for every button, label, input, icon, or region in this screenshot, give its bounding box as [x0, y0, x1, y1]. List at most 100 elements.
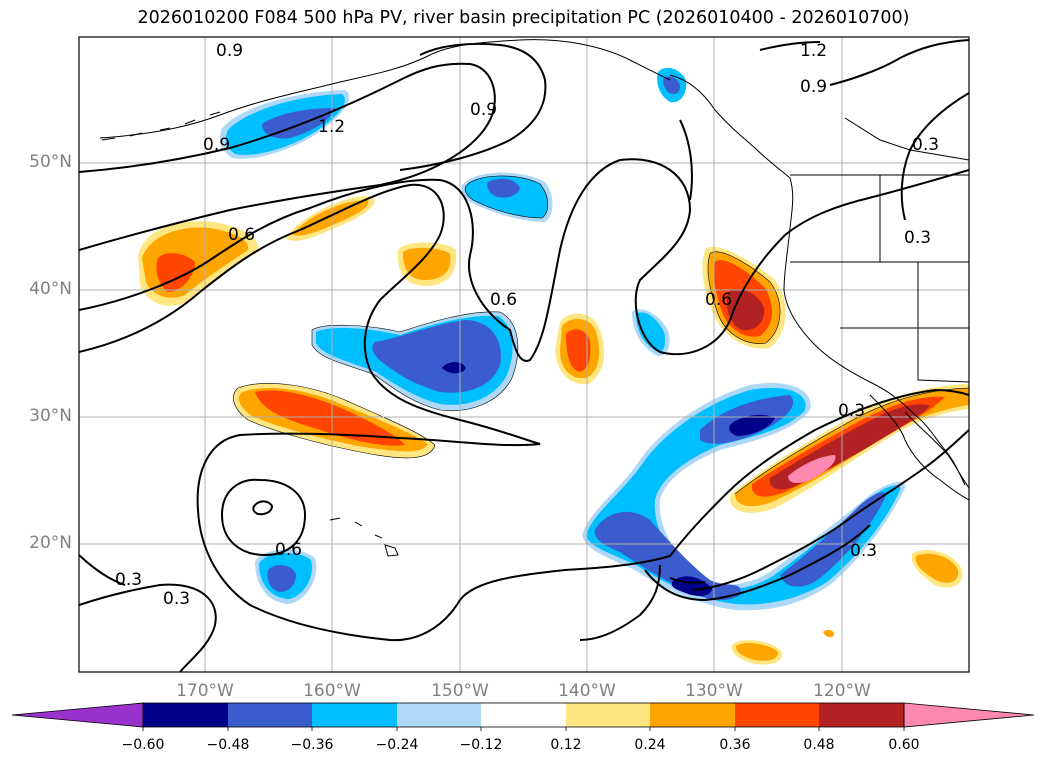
- warm-area-155w-inner: [403, 247, 451, 280]
- cool-area-south-mid3: [780, 492, 886, 587]
- colorbar-segment: [481, 703, 566, 727]
- baja-coast: [869, 394, 969, 501]
- map-title: 2026010200 F084 500 hPa PV, river basin …: [137, 8, 910, 28]
- colorbar-segment: [819, 703, 904, 727]
- gulf-california: [904, 411, 969, 489]
- colorbar-segment: [735, 703, 819, 727]
- colorbar-arrow-high: [903, 702, 1035, 728]
- lon-label: 160°W: [303, 681, 361, 701]
- contour-label: 0.9: [203, 135, 230, 155]
- contour-0.9-north: [79, 62, 496, 251]
- cool-anomaly-areas: [220, 67, 906, 611]
- contour-0.3-south: [79, 583, 217, 672]
- contour-label: 0.9: [470, 100, 497, 120]
- lat-label: 30°N: [29, 406, 72, 426]
- colorbar-segment: [312, 703, 397, 727]
- contour-label: 0.3: [115, 570, 142, 590]
- outline-145w: [464, 175, 549, 219]
- aleutian-islands: [101, 111, 221, 141]
- contour-north-1.2: [399, 42, 547, 171]
- contour-label: 0.6: [490, 290, 517, 310]
- lon-label: 170°W: [176, 681, 234, 701]
- colorbar-tick-label: 0.60: [888, 737, 920, 753]
- contour-label: 0.9: [216, 41, 243, 61]
- colorbar-tick-label: −0.36: [290, 737, 334, 753]
- contour-0.3-small: [669, 577, 706, 584]
- lat-label: 50°N: [29, 152, 72, 172]
- warm-area-30n-core: [255, 390, 405, 446]
- outline-central: [311, 311, 519, 412]
- colorbar-segment: [650, 703, 735, 727]
- us-state-line-1: [879, 175, 969, 263]
- contour-label: 0.3: [163, 589, 190, 609]
- contour-1.2-ne: [759, 41, 821, 51]
- contour-label-group: 0.9 0.9 1.2 0.9 1.2 0.9 0.3 0.6 0.6 0.6 …: [115, 41, 939, 609]
- coastlines: [99, 39, 969, 557]
- colorbar-tick-label: 0.24: [634, 737, 666, 753]
- colorbar-tick-label: −0.48: [206, 737, 250, 753]
- canada-province: [844, 117, 969, 161]
- colorbar-tick-label: 0.48: [803, 737, 835, 753]
- lon-label: 120°W: [813, 681, 871, 701]
- contour-label: 0.3: [912, 135, 939, 155]
- bc-coast: [669, 74, 966, 486]
- colorbar-tick-label: 0.36: [719, 737, 751, 753]
- cool-area-panhandle-core: [663, 76, 680, 94]
- contour-label: 0.6: [705, 290, 732, 310]
- contour-0.3-mid: [679, 119, 693, 201]
- lat-label: 20°N: [29, 533, 72, 553]
- contour-0.3-hawaii: [79, 554, 126, 586]
- contour-label: 0.3: [850, 541, 877, 561]
- contour-low-loop: [220, 478, 307, 557]
- contour-0.3-south-east: [669, 388, 969, 557]
- cool-area-145w-core: [487, 178, 520, 198]
- map-frame: [78, 36, 970, 673]
- contour-label: 0.3: [904, 228, 931, 248]
- colorbar-segment: [397, 703, 481, 727]
- colorbar-outline: [142, 702, 905, 728]
- contour-low-small: [252, 500, 274, 516]
- outline-coast40n: [707, 251, 781, 344]
- colorbar-tick-label: 0.12: [550, 737, 582, 753]
- colorbar-tick-label: −0.60: [121, 737, 165, 753]
- contour-label: 0.3: [838, 401, 865, 421]
- warm-area-diagonal-max: [788, 455, 836, 484]
- cool-area-central-mid: [372, 320, 501, 393]
- hawaii: [329, 517, 399, 557]
- contour-label: 0.9: [800, 77, 827, 97]
- alaska-coast: [99, 39, 671, 139]
- contour-0.6-loop: [79, 183, 671, 642]
- cool-area-135w-inner: [636, 312, 666, 352]
- warm-area-bottom-inner: [735, 643, 778, 661]
- cool-area-20n-core: [267, 565, 296, 592]
- gridlines: [79, 37, 969, 672]
- warm-area-140w-core: [566, 329, 591, 372]
- warm-area-se-inner: [915, 553, 959, 583]
- contour-0.3-bc: [900, 92, 969, 221]
- colorbar: [11, 702, 1035, 731]
- contour-label: 1.2: [318, 117, 345, 137]
- contour-label: 0.6: [275, 540, 302, 560]
- lon-label: 140°W: [558, 681, 616, 701]
- lon-label: 150°W: [431, 681, 489, 701]
- colorbar-segment: [566, 703, 650, 727]
- contour-0.9-ne: [829, 39, 969, 86]
- contour-label: 1.2: [800, 41, 827, 61]
- warm-area-160w-inner: [292, 200, 369, 236]
- cool-area-south-core: [729, 414, 775, 436]
- lat-label: 40°N: [29, 279, 72, 299]
- colorbar-arrow-low: [11, 702, 144, 728]
- colorbar-tick-label: −0.12: [459, 737, 503, 753]
- colorbar-tick-label: −0.24: [375, 737, 419, 753]
- colorbar-segment: [228, 703, 312, 727]
- pv-contours: [79, 39, 969, 672]
- contour-0.6: [79, 158, 969, 362]
- contour-0.6-east: [579, 564, 661, 641]
- contour-label: 0.6: [228, 225, 255, 245]
- lon-label: 130°W: [685, 681, 743, 701]
- warm-area-dot: [823, 629, 834, 638]
- us-state-line-3: [840, 327, 969, 383]
- warm-area-coast-40n-core: [726, 289, 765, 331]
- colorbar-segment: [143, 703, 228, 727]
